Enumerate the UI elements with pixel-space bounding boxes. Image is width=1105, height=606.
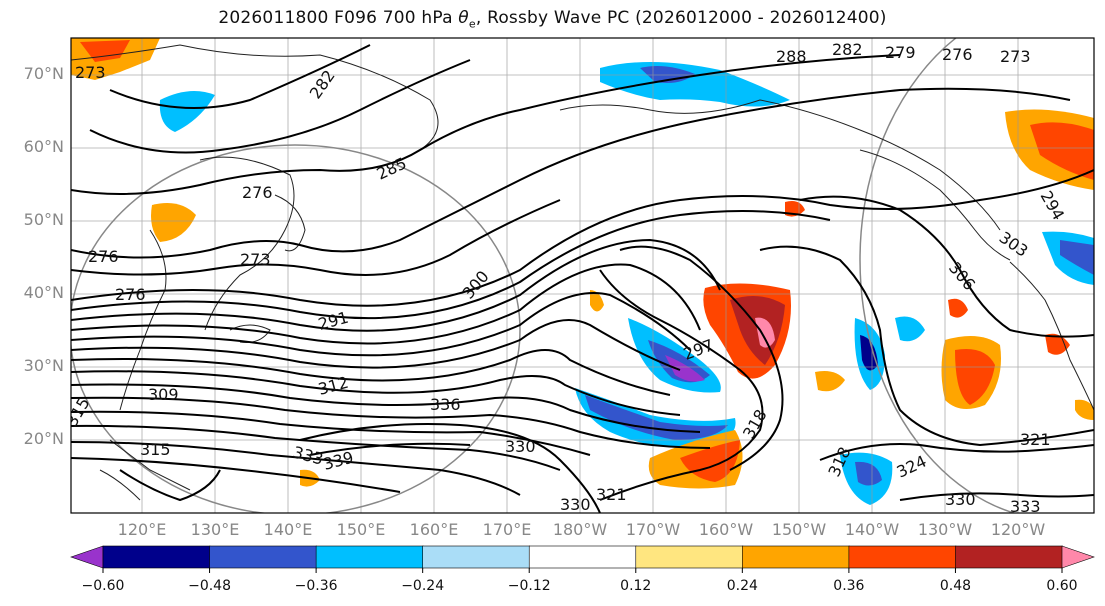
map-title: 2026011800 F096 700 hPa θe, Rossby Wave … <box>218 8 887 31</box>
lon-label: 140°W <box>844 520 900 539</box>
colorbar-tick-label: 0.60 <box>1046 578 1078 594</box>
contour-label: 336 <box>430 395 461 414</box>
lon-label: 170°W <box>625 520 681 539</box>
contour-label: 309 <box>148 385 179 404</box>
map-frame <box>70 37 1095 514</box>
lon-label: 140°E <box>263 520 313 539</box>
contour-label: 276 <box>242 183 273 202</box>
colorbar-tick-label: −0.48 <box>188 578 231 594</box>
contour-label: 279 <box>885 43 916 62</box>
contour-label: 330 <box>560 495 591 514</box>
colorbar-tick-label: 0.48 <box>939 578 972 594</box>
contour-label: 282 <box>832 40 863 59</box>
contour-label: 330 <box>505 437 536 456</box>
contour-label: 273 <box>75 63 106 82</box>
colorbar-tick-label: 0.12 <box>620 578 652 594</box>
colorbar-tick-label: −0.12 <box>507 578 551 594</box>
contour-label: 321 <box>596 485 627 504</box>
lat-label: 40°N <box>23 283 64 302</box>
contour-labels: 273 282 288 282 279 276 273 276 276 285 … <box>71 40 1068 516</box>
lon-label: 120°W <box>990 520 1046 539</box>
lon-label: 150°W <box>771 520 827 539</box>
colorbar-tick-label: −0.24 <box>401 578 445 594</box>
lon-label: 130°W <box>917 520 973 539</box>
contour-label: 315 <box>140 440 171 459</box>
colorbar-tick-label: 0.24 <box>726 578 758 594</box>
contour-label: 333 <box>1010 497 1041 516</box>
contour-label: 273 <box>1000 47 1031 66</box>
reference-circles <box>71 38 1017 513</box>
contour-label: 288 <box>776 47 807 66</box>
contour-label: 276 <box>115 285 146 304</box>
theta-e-contours <box>71 44 1094 513</box>
contour-label: 273 <box>240 250 271 269</box>
lon-label: 170°E <box>482 520 532 539</box>
lon-label: 150°E <box>336 520 386 539</box>
lat-label: 20°N <box>23 429 64 448</box>
lat-label: 30°N <box>23 356 64 375</box>
colorbar-tick-label: −0.36 <box>294 578 338 594</box>
lat-label: 70°N <box>23 64 64 83</box>
contour-label: 276 <box>88 247 119 266</box>
lon-label: 180°W <box>552 520 608 539</box>
lat-label: 60°N <box>23 137 64 156</box>
lon-label: 160°W <box>698 520 754 539</box>
lon-label: 130°E <box>190 520 240 539</box>
lon-label: 160°E <box>409 520 459 539</box>
lat-label: 50°N <box>23 210 64 229</box>
contour-label: 321 <box>1020 430 1051 449</box>
colorbar-tick-label: 0.36 <box>833 578 865 594</box>
lon-label: 120°E <box>117 520 167 539</box>
colorbar-tick-label: −0.60 <box>81 578 125 594</box>
contour-label: 330 <box>945 490 976 509</box>
contour-label: 276 <box>942 45 973 64</box>
